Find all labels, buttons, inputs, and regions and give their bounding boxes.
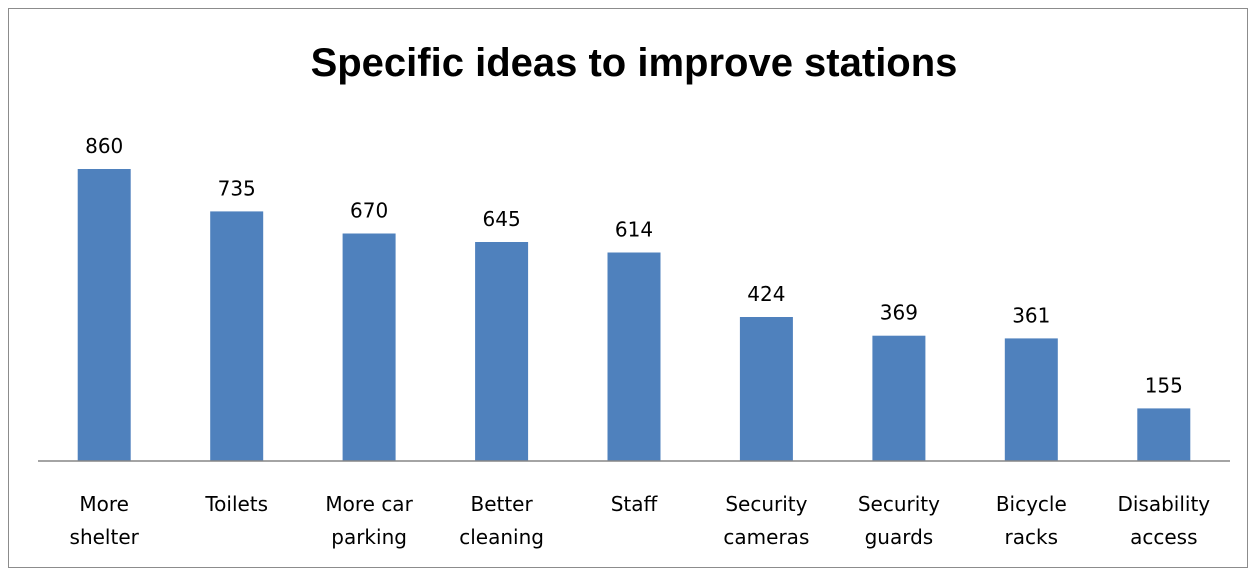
bar-5 xyxy=(739,317,793,461)
category-label-2-line-0: More car xyxy=(325,492,413,516)
category-label-8-line-0: Disability xyxy=(1117,492,1210,516)
category-label-8: Disability access xyxy=(1117,492,1210,549)
value-label-6: 369 xyxy=(880,301,918,325)
bar-7 xyxy=(1004,338,1058,461)
bar-1 xyxy=(210,211,264,461)
category-label-0-line-1: shelter xyxy=(70,525,140,549)
bar-3 xyxy=(475,242,529,461)
category-label-4-line-0: Staff xyxy=(611,492,659,516)
chart-title: Specific ideas to improve stations xyxy=(311,41,958,85)
category-label-3: Better cleaning xyxy=(459,492,544,549)
category-label-1: Toilets xyxy=(204,492,268,516)
bar-4 xyxy=(607,252,661,461)
category-label-8-line-1: access xyxy=(1130,525,1197,549)
category-label-4: Staff xyxy=(611,492,659,516)
value-labels-group: 860 735 670 645 614 424 369 361 155 xyxy=(85,134,1183,397)
value-label-5: 424 xyxy=(747,282,785,306)
category-label-5-line-1: cameras xyxy=(723,525,809,549)
category-labels-group: More shelter Toilets More car parking Better c… xyxy=(70,492,1211,549)
category-label-5: Security cameras xyxy=(723,492,809,549)
bar-8 xyxy=(1137,408,1191,461)
value-label-8: 155 xyxy=(1145,373,1183,397)
category-label-1-line-0: Toilets xyxy=(204,492,268,516)
value-label-2: 670 xyxy=(350,199,388,223)
value-label-7: 361 xyxy=(1012,303,1050,327)
bar-6 xyxy=(872,335,926,461)
value-label-1: 735 xyxy=(218,176,256,200)
category-label-6: Security guards xyxy=(858,492,940,549)
bars-group xyxy=(77,169,1191,461)
category-label-2: More car parking xyxy=(325,492,413,549)
category-label-7-line-1: racks xyxy=(1005,525,1058,549)
category-label-0-line-0: More xyxy=(79,492,129,516)
category-label-7: Bicycle racks xyxy=(996,492,1067,549)
category-label-3-line-0: Better xyxy=(470,492,533,516)
category-label-2-line-1: parking xyxy=(331,525,407,549)
category-label-3-line-1: cleaning xyxy=(459,525,544,549)
category-label-0: More shelter xyxy=(70,492,140,549)
category-label-5-line-0: Security xyxy=(725,492,807,516)
value-label-3: 645 xyxy=(483,207,521,231)
bar-0 xyxy=(77,169,131,461)
category-label-7-line-0: Bicycle xyxy=(996,492,1067,516)
value-label-0: 860 xyxy=(85,134,123,158)
value-label-4: 614 xyxy=(615,218,653,242)
bar-2 xyxy=(342,233,396,461)
category-label-6-line-1: guards xyxy=(865,525,934,549)
category-label-6-line-0: Security xyxy=(858,492,940,516)
